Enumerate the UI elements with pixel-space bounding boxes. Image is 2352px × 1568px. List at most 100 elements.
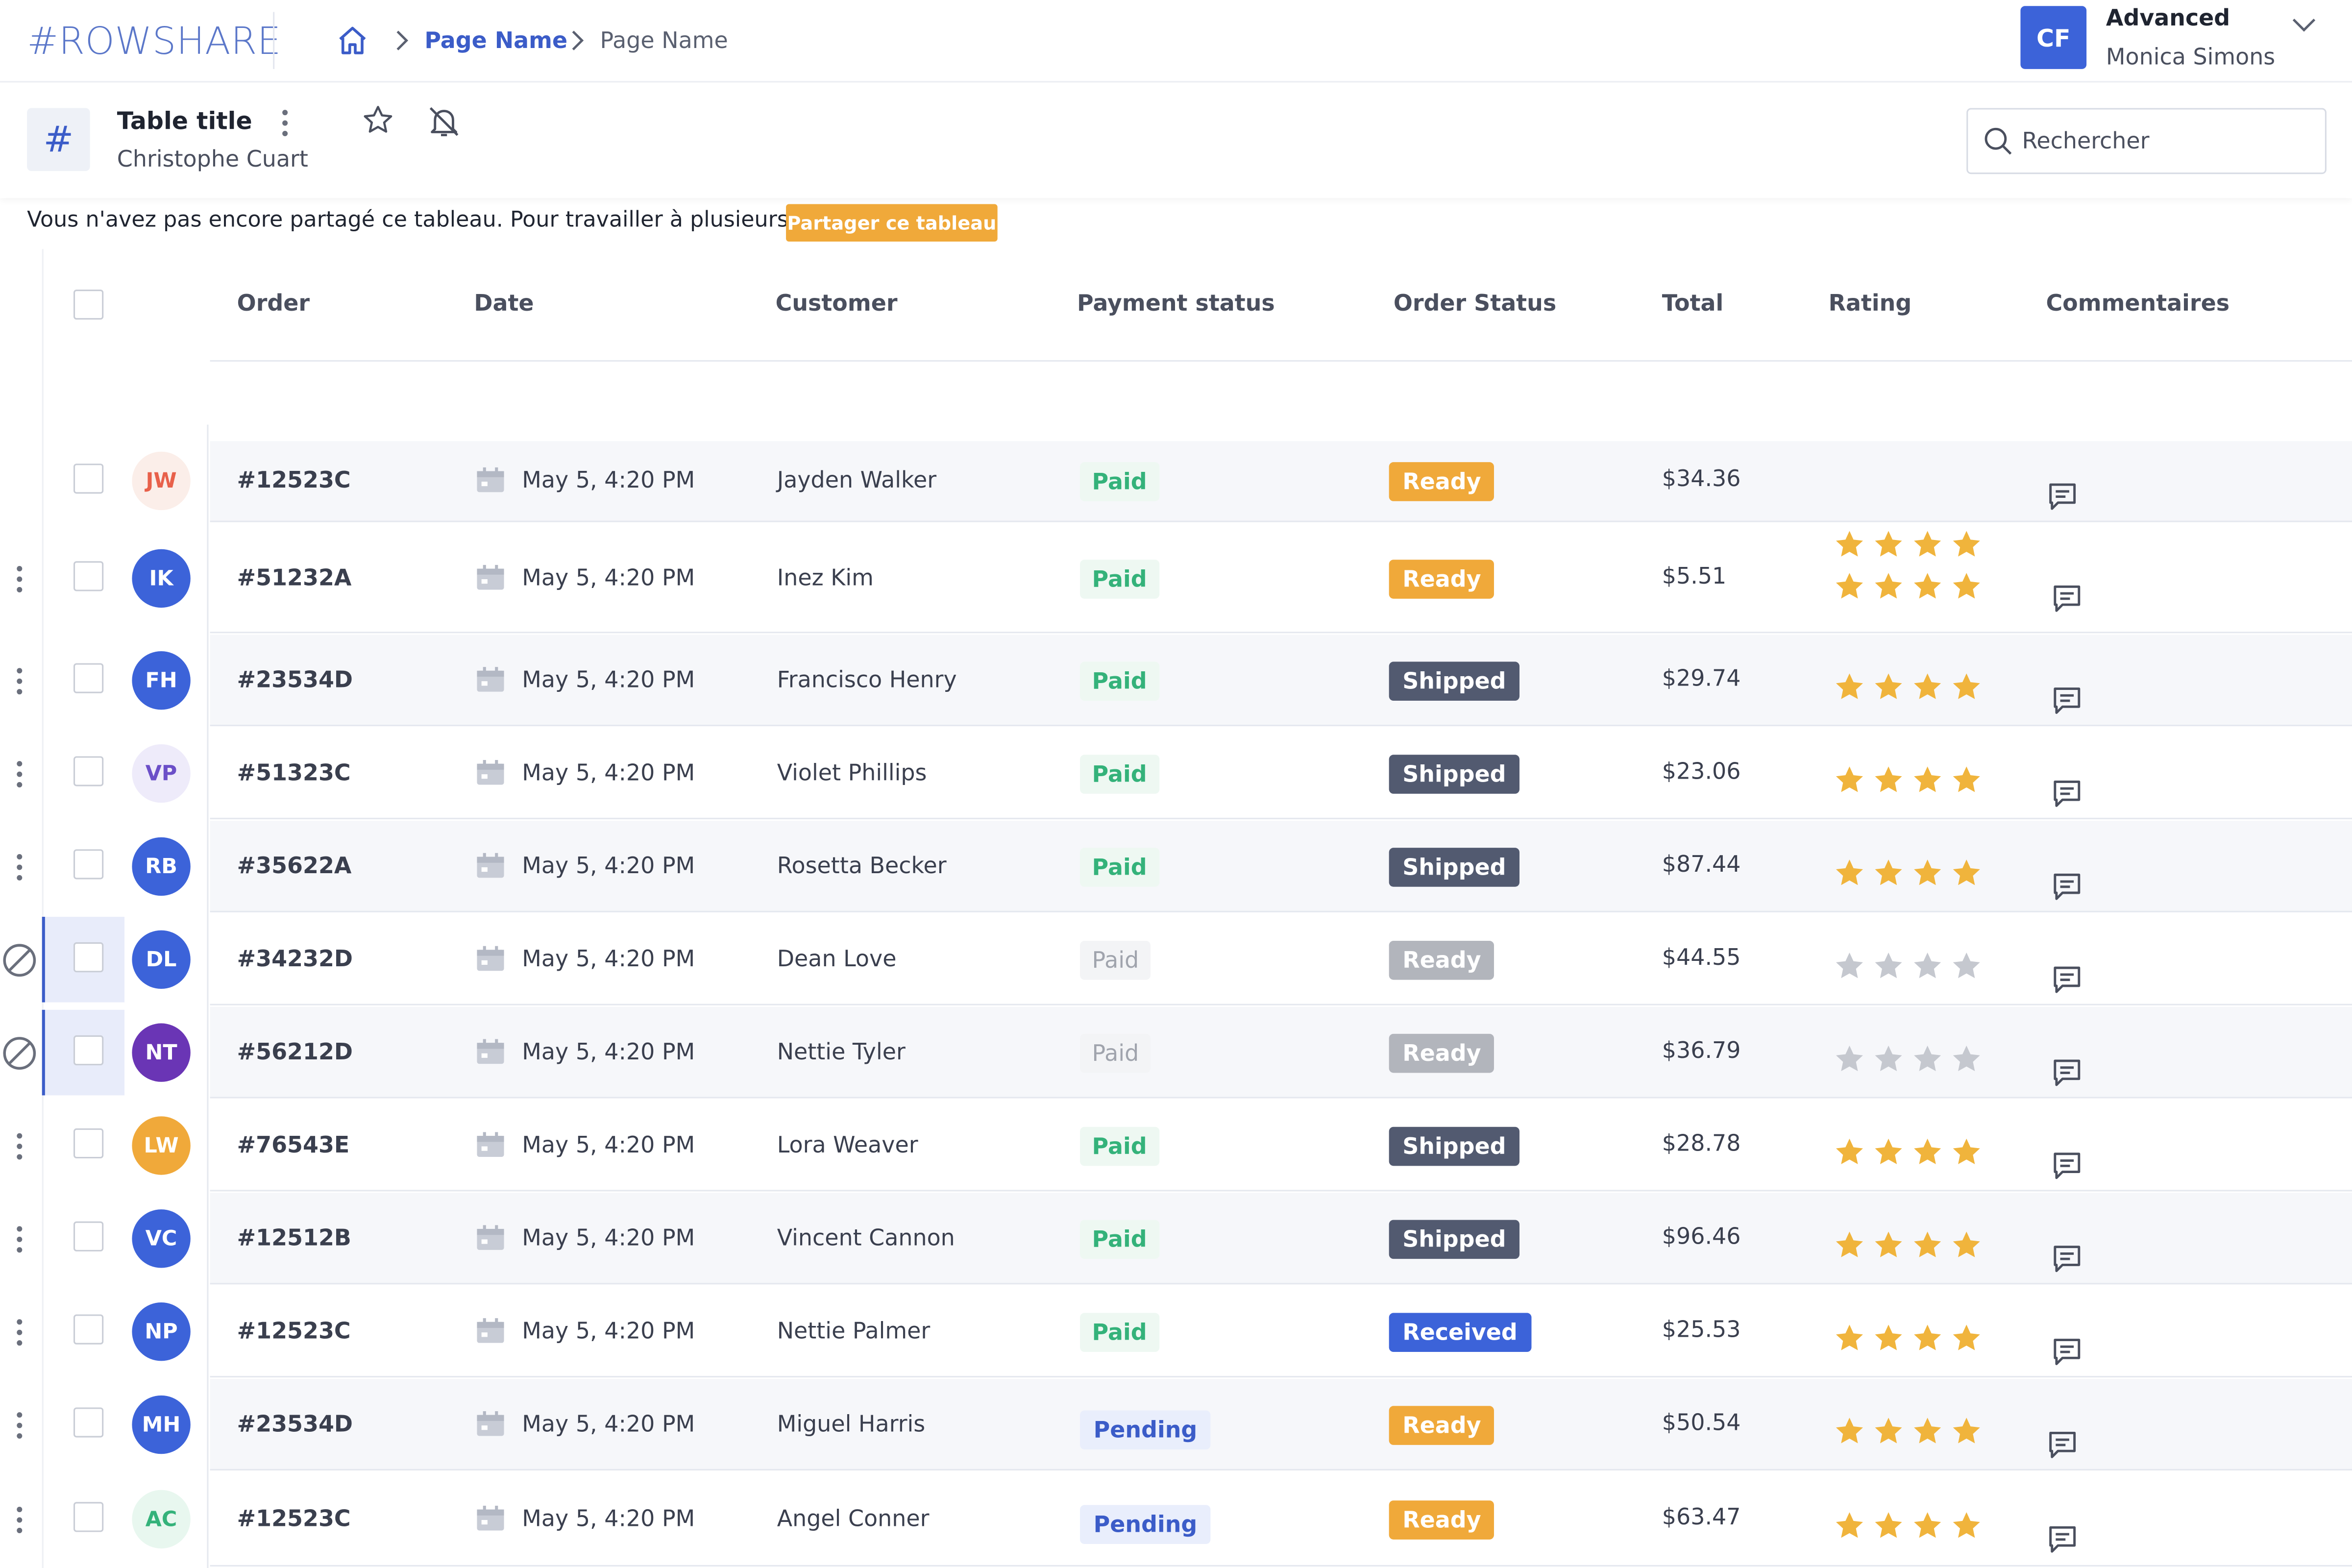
row-checkbox[interactable] xyxy=(73,561,104,591)
customer-name[interactable]: Francisco Henry xyxy=(777,666,957,693)
row-checkbox[interactable] xyxy=(73,1502,104,1532)
share-table-button[interactable]: Partager ce tableau xyxy=(786,204,998,242)
rating-star-icon[interactable] xyxy=(1872,857,1905,890)
order-total[interactable]: $23.06 xyxy=(1662,758,1741,785)
chevron-down-icon[interactable] xyxy=(2289,14,2319,38)
rating-star-icon[interactable] xyxy=(1911,857,1944,890)
rating-star-icon[interactable] xyxy=(1911,1415,1944,1448)
row-menu-icon[interactable] xyxy=(10,1409,28,1442)
blocked-icon[interactable] xyxy=(1,942,37,978)
order-total[interactable]: $5.51 xyxy=(1662,563,1727,590)
order-status-badge[interactable]: Received xyxy=(1389,1313,1531,1352)
rating-star-icon[interactable] xyxy=(1950,1043,1983,1076)
order-id[interactable]: #34232D xyxy=(237,945,353,973)
order-status-badge[interactable]: Ready xyxy=(1389,462,1495,501)
order-id[interactable]: #23534D xyxy=(237,666,353,693)
rating-star-icon[interactable] xyxy=(1950,671,1983,704)
row-checkbox[interactable] xyxy=(73,1314,104,1345)
table-title[interactable]: Table title xyxy=(117,106,252,135)
row-checkbox[interactable] xyxy=(73,942,104,973)
payment-status-badge[interactable]: Paid xyxy=(1080,662,1159,701)
rating-star-icon[interactable] xyxy=(1911,1510,1944,1543)
rating-star-icon[interactable] xyxy=(1911,671,1944,704)
rating-star-icon[interactable] xyxy=(1911,764,1944,797)
payment-status-badge[interactable]: Paid xyxy=(1080,1313,1159,1352)
row-checkbox[interactable] xyxy=(73,756,104,786)
order-id[interactable]: #35622A xyxy=(237,852,352,880)
order-date[interactable]: May 5, 4:20 PM xyxy=(522,666,695,693)
column-header-customer[interactable]: Customer xyxy=(775,290,898,317)
order-date[interactable]: May 5, 4:20 PM xyxy=(522,564,695,591)
rating-star-icon[interactable] xyxy=(1872,1415,1905,1448)
payment-status-badge[interactable]: Paid xyxy=(1080,755,1159,794)
rating-stars[interactable] xyxy=(1833,1510,1983,1543)
order-status-badge[interactable]: Shipped xyxy=(1389,755,1520,794)
order-date[interactable]: May 5, 4:20 PM xyxy=(522,1410,695,1438)
rating-stars[interactable] xyxy=(1833,570,1983,603)
column-header-date[interactable]: Date xyxy=(474,290,534,317)
order-id[interactable]: #12523C xyxy=(237,466,351,494)
search-input[interactable] xyxy=(2019,123,2310,159)
customer-name[interactable]: Nettie Palmer xyxy=(777,1317,931,1345)
order-date[interactable]: May 5, 4:20 PM xyxy=(522,945,695,973)
order-date[interactable]: May 5, 4:20 PM xyxy=(522,1224,695,1251)
customer-name[interactable]: Lora Weaver xyxy=(777,1131,918,1159)
rating-star-icon[interactable] xyxy=(1872,764,1905,797)
row-menu-icon[interactable] xyxy=(10,851,28,883)
comment-icon[interactable] xyxy=(2048,1430,2078,1460)
rating-star-icon[interactable] xyxy=(1872,570,1905,603)
order-date[interactable]: May 5, 4:20 PM xyxy=(522,852,695,880)
rating-stars[interactable] xyxy=(1833,857,1983,890)
payment-status-badge[interactable]: Paid xyxy=(1080,848,1159,887)
order-date[interactable]: May 5, 4:20 PM xyxy=(522,1505,695,1532)
order-date[interactable]: May 5, 4:20 PM xyxy=(522,759,695,786)
search-box[interactable] xyxy=(1966,108,2327,174)
order-total[interactable]: $34.36 xyxy=(1662,465,1741,492)
rating-star-icon[interactable] xyxy=(1950,528,1983,561)
order-total[interactable]: $63.47 xyxy=(1662,1503,1741,1531)
order-status-badge[interactable]: Ready xyxy=(1389,560,1495,599)
rating-star-icon[interactable] xyxy=(1950,570,1983,603)
rating-star-icon[interactable] xyxy=(1950,1510,1983,1543)
row-checkbox[interactable] xyxy=(73,1035,104,1066)
rating-star-icon[interactable] xyxy=(1950,1136,1983,1169)
rating-star-icon[interactable] xyxy=(1872,1136,1905,1169)
order-total[interactable]: $29.74 xyxy=(1662,664,1741,692)
rating-stars[interactable] xyxy=(1833,1043,1983,1076)
rating-star-icon[interactable] xyxy=(1872,1043,1905,1076)
comment-icon[interactable] xyxy=(2052,1244,2082,1274)
comment-icon[interactable] xyxy=(2052,1337,2082,1367)
rating-star-icon[interactable] xyxy=(1872,1322,1905,1355)
order-id[interactable]: #56212D xyxy=(237,1038,353,1066)
order-status-badge[interactable]: Ready xyxy=(1389,1500,1495,1540)
rating-star-icon[interactable] xyxy=(1911,528,1944,561)
order-date[interactable]: May 5, 4:20 PM xyxy=(522,466,695,494)
bell-off-icon[interactable] xyxy=(426,103,462,139)
row-checkbox[interactable] xyxy=(73,1221,104,1251)
customer-name[interactable]: Violet Phillips xyxy=(777,759,927,786)
order-total[interactable]: $36.79 xyxy=(1662,1036,1741,1064)
order-total[interactable]: $28.78 xyxy=(1662,1129,1741,1157)
comment-icon[interactable] xyxy=(2052,1058,2082,1088)
payment-status-badge[interactable]: Paid xyxy=(1080,940,1151,980)
comment-icon[interactable] xyxy=(2052,965,2082,995)
order-total[interactable]: $50.54 xyxy=(1662,1409,1741,1436)
row-menu-icon[interactable] xyxy=(10,1503,28,1536)
order-id[interactable]: #12512B xyxy=(237,1224,351,1251)
order-id[interactable]: #51232A xyxy=(237,564,352,591)
rating-star-icon[interactable] xyxy=(1872,1229,1905,1262)
rating-star-icon[interactable] xyxy=(1911,950,1944,982)
rating-star-icon[interactable] xyxy=(1833,1136,1866,1169)
customer-name[interactable]: Jayden Walker xyxy=(777,466,937,494)
home-icon[interactable] xyxy=(336,24,369,57)
rating-star-icon[interactable] xyxy=(1872,671,1905,704)
row-menu-icon[interactable] xyxy=(10,563,28,595)
payment-status-badge[interactable]: Pending xyxy=(1080,1410,1211,1450)
comment-icon[interactable] xyxy=(2052,1151,2082,1181)
rating-star-icon[interactable] xyxy=(1872,1510,1905,1543)
column-header-comments[interactable]: Commentaires xyxy=(2046,290,2230,317)
order-id[interactable]: #12523C xyxy=(237,1505,351,1532)
row-checkbox[interactable] xyxy=(73,1128,104,1159)
order-status-badge[interactable]: Shipped xyxy=(1389,662,1520,701)
row-menu-icon[interactable] xyxy=(10,1316,28,1349)
